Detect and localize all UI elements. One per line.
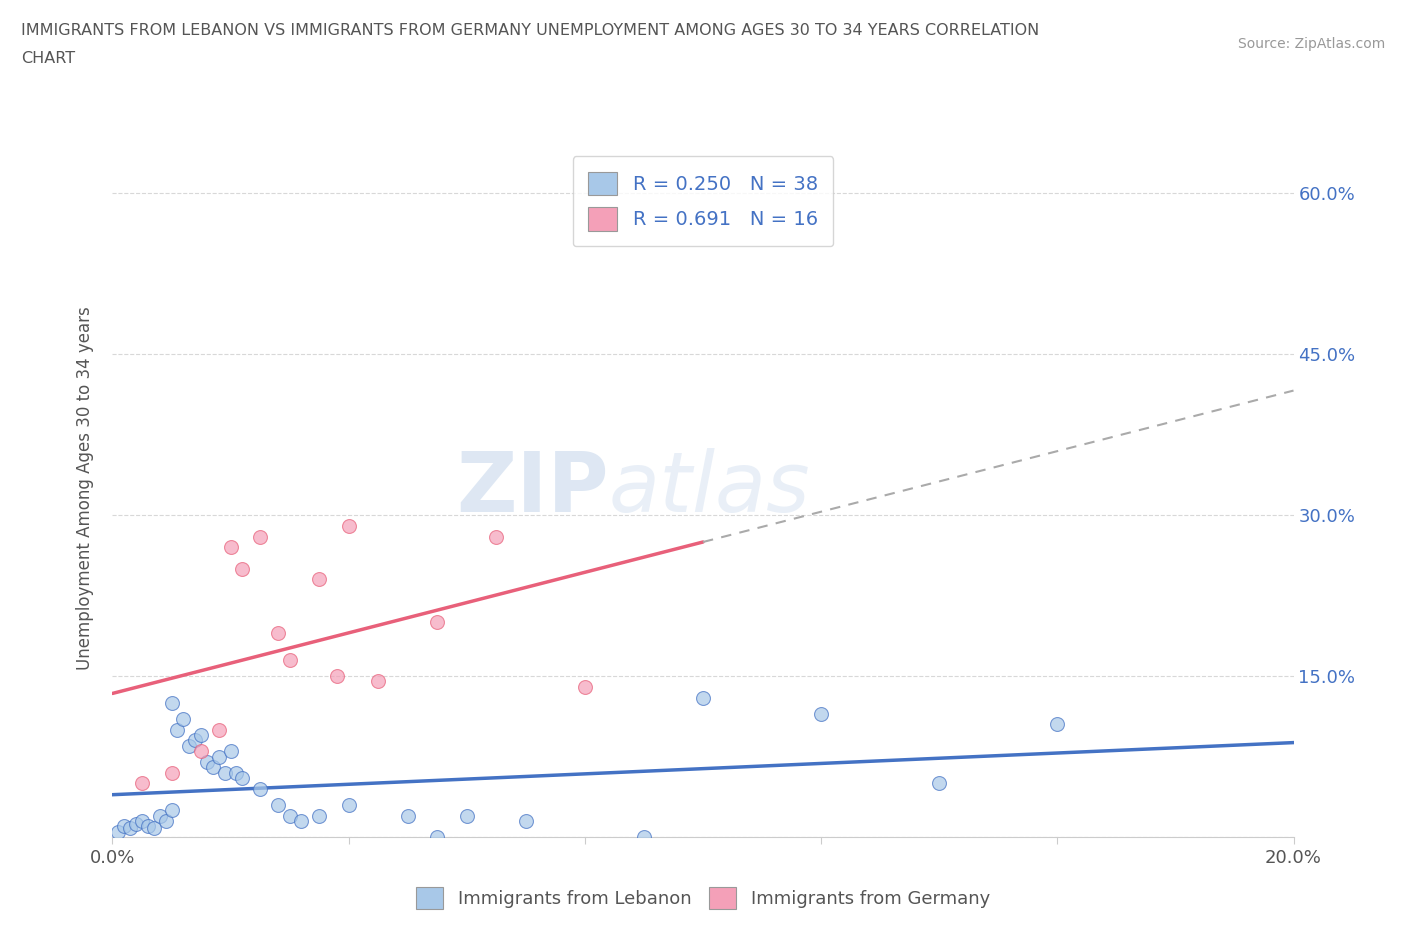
Point	[112, 818, 135, 833]
Point	[249, 781, 271, 796]
Point	[249, 529, 271, 544]
Point	[214, 765, 236, 780]
Text: CHART: CHART	[21, 51, 75, 66]
Point	[308, 808, 330, 823]
Point	[633, 830, 655, 844]
Point	[426, 830, 449, 844]
Point	[290, 814, 312, 829]
Point	[928, 776, 950, 790]
Legend: Immigrants from Lebanon, Immigrants from Germany: Immigrants from Lebanon, Immigrants from…	[409, 880, 997, 916]
Point	[136, 818, 159, 833]
Point	[456, 808, 478, 823]
Text: atlas: atlas	[609, 447, 810, 529]
Legend: R = 0.250   N = 38, R = 0.691   N = 16: R = 0.250 N = 38, R = 0.691 N = 16	[572, 156, 834, 246]
Point	[190, 744, 212, 759]
Point	[149, 808, 172, 823]
Point	[184, 733, 207, 748]
Point	[155, 814, 177, 829]
Point	[208, 723, 231, 737]
Point	[278, 653, 301, 668]
Point	[692, 690, 714, 705]
Point	[810, 706, 832, 721]
Point	[120, 821, 142, 836]
Point	[485, 529, 508, 544]
Point	[179, 738, 201, 753]
Point	[225, 765, 247, 780]
Point	[1046, 717, 1069, 732]
Point	[190, 727, 212, 742]
Point	[142, 821, 165, 836]
Text: Source: ZipAtlas.com: Source: ZipAtlas.com	[1237, 37, 1385, 51]
Point	[337, 518, 360, 533]
Point	[337, 797, 360, 812]
Point	[308, 572, 330, 587]
Point	[267, 626, 290, 641]
Point	[267, 797, 290, 812]
Point	[219, 744, 242, 759]
Point	[367, 674, 389, 689]
Y-axis label: Unemployment Among Ages 30 to 34 years: Unemployment Among Ages 30 to 34 years	[76, 306, 94, 671]
Point	[278, 808, 301, 823]
Point	[195, 754, 218, 769]
Point	[396, 808, 419, 823]
Point	[131, 776, 153, 790]
Point	[160, 765, 183, 780]
Point	[107, 824, 129, 839]
Point	[131, 814, 153, 829]
Point	[326, 669, 349, 684]
Point	[208, 749, 231, 764]
Point	[515, 814, 537, 829]
Point	[172, 711, 194, 726]
Text: IMMIGRANTS FROM LEBANON VS IMMIGRANTS FROM GERMANY UNEMPLOYMENT AMONG AGES 30 TO: IMMIGRANTS FROM LEBANON VS IMMIGRANTS FR…	[21, 23, 1039, 38]
Point	[160, 803, 183, 817]
Point	[231, 771, 253, 786]
Point	[166, 723, 188, 737]
Text: ZIP: ZIP	[456, 447, 609, 529]
Point	[219, 539, 242, 554]
Point	[574, 679, 596, 694]
Point	[426, 615, 449, 630]
Point	[231, 562, 253, 577]
Point	[125, 817, 148, 831]
Point	[160, 696, 183, 711]
Point	[201, 760, 224, 775]
